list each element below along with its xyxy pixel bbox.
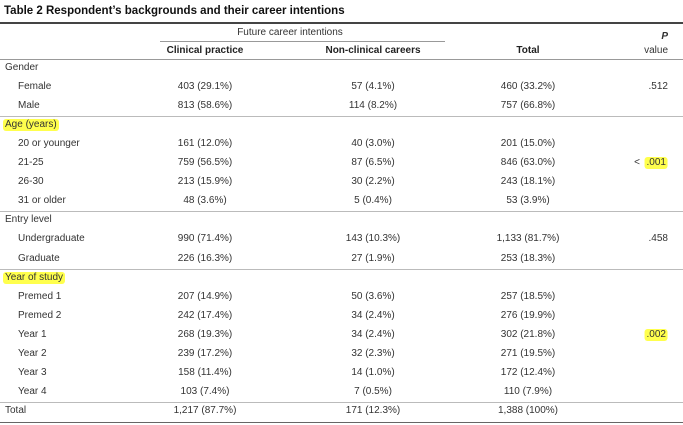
cell: 172 (12.4%) bbox=[500, 366, 556, 378]
row-label: Year 3 bbox=[18, 366, 47, 378]
cell: 243 (18.1%) bbox=[500, 176, 556, 188]
cell: 276 (19.9%) bbox=[500, 309, 556, 321]
cell: 460 (33.2%) bbox=[500, 81, 556, 93]
cell: 32 (2.3%) bbox=[351, 347, 395, 359]
cell: 30 (2.2%) bbox=[351, 176, 395, 188]
cell: 271 (19.5%) bbox=[500, 347, 556, 359]
bottom-rule bbox=[0, 422, 683, 423]
row-label: Entry level bbox=[5, 214, 52, 226]
column-header: Non-clinical careers bbox=[325, 45, 421, 56]
cell: 7 (0.5%) bbox=[354, 385, 392, 397]
cell: 103 (7.4%) bbox=[180, 385, 230, 397]
cell: 207 (14.9%) bbox=[177, 290, 233, 302]
cell: 1,133 (81.7%) bbox=[496, 233, 560, 245]
cell: 268 (19.3%) bbox=[177, 328, 233, 340]
cell: 48 (3.6%) bbox=[183, 195, 227, 207]
column-header: Clinical practice bbox=[166, 45, 244, 56]
row-label: Undergraduate bbox=[18, 233, 85, 245]
p-symbol: P bbox=[661, 31, 668, 42]
row-label: Year of study bbox=[3, 271, 66, 284]
row-label: Graduate bbox=[18, 252, 60, 264]
cell: 759 (56.5%) bbox=[177, 157, 233, 169]
row-label: 31 or older bbox=[18, 195, 66, 207]
cell: 257 (18.5%) bbox=[500, 290, 556, 302]
section-rule bbox=[0, 116, 683, 118]
row-label: Year 1 bbox=[18, 328, 47, 340]
header-rule bbox=[0, 59, 683, 60]
cell: 239 (17.2%) bbox=[177, 347, 233, 359]
row-label: Gender bbox=[5, 62, 39, 73]
cell: 158 (11.4%) bbox=[178, 366, 232, 378]
cell: 1,217 (87.7%) bbox=[173, 404, 237, 416]
p-value: .512 bbox=[648, 81, 668, 93]
cell: 50 (3.6%) bbox=[351, 290, 395, 302]
row-label: Year 2 bbox=[18, 347, 47, 359]
section-rule bbox=[0, 268, 683, 270]
cell: 846 (63.0%) bbox=[500, 157, 556, 169]
row-label: Male bbox=[18, 100, 40, 112]
cell: 34 (2.4%) bbox=[351, 309, 395, 321]
cell: 53 (3.9%) bbox=[506, 195, 550, 207]
cell: 87 (6.5%) bbox=[351, 157, 395, 169]
cell: 57 (4.1%) bbox=[351, 81, 395, 93]
cell: 226 (16.3%) bbox=[177, 252, 233, 264]
row-label: Premed 2 bbox=[18, 309, 62, 321]
group-header: Future career intentions bbox=[237, 27, 343, 38]
cell: 27 (1.9%) bbox=[351, 252, 395, 264]
cell: 201 (15.0%) bbox=[500, 138, 556, 150]
cell: 114 (8.2%) bbox=[348, 100, 398, 112]
cell: 1,388 (100%) bbox=[497, 404, 559, 416]
cell: 14 (1.0%) bbox=[351, 366, 395, 378]
row-label: Total bbox=[5, 404, 27, 416]
row-label: 21-25 bbox=[18, 157, 44, 169]
row-label: 20 or younger bbox=[18, 138, 80, 150]
cell: 757 (66.8%) bbox=[500, 100, 556, 112]
section-rule bbox=[0, 401, 683, 403]
cell: 403 (29.1%) bbox=[177, 81, 233, 93]
top-rule bbox=[0, 22, 683, 24]
p-sign: < bbox=[634, 157, 640, 169]
row-label: Year 4 bbox=[18, 385, 47, 397]
row-label: Female bbox=[18, 81, 52, 93]
cell: 161 (12.0%) bbox=[177, 138, 233, 150]
table-title: Table 2 Respondent’s backgrounds and the… bbox=[4, 5, 345, 17]
column-header: Total bbox=[516, 45, 540, 56]
cell: 171 (12.3%) bbox=[345, 404, 401, 416]
cell: 242 (17.4%) bbox=[177, 309, 233, 321]
row-label: Age (years) bbox=[3, 119, 59, 132]
cell: 213 (15.9%) bbox=[177, 176, 233, 188]
cell: 990 (71.4%) bbox=[177, 233, 233, 245]
cell: 253 (18.3%) bbox=[500, 252, 556, 264]
row-label: 26-30 bbox=[18, 176, 44, 188]
cell: 813 (58.6%) bbox=[177, 100, 233, 112]
p-value: .002 bbox=[644, 328, 668, 341]
cell: 5 (0.4%) bbox=[354, 195, 392, 207]
p-value: .458 bbox=[648, 233, 668, 245]
cell: 40 (3.0%) bbox=[351, 138, 395, 150]
row-label: Premed 1 bbox=[18, 290, 62, 302]
cell: 302 (21.8%) bbox=[500, 328, 556, 340]
group-rule bbox=[160, 41, 445, 42]
p-word: value bbox=[644, 45, 668, 56]
cell: 110 (7.9%) bbox=[503, 385, 553, 397]
cell: 34 (2.4%) bbox=[351, 328, 395, 340]
section-rule bbox=[0, 211, 683, 213]
p-value: .001 bbox=[644, 157, 668, 170]
cell: 143 (10.3%) bbox=[345, 233, 401, 245]
